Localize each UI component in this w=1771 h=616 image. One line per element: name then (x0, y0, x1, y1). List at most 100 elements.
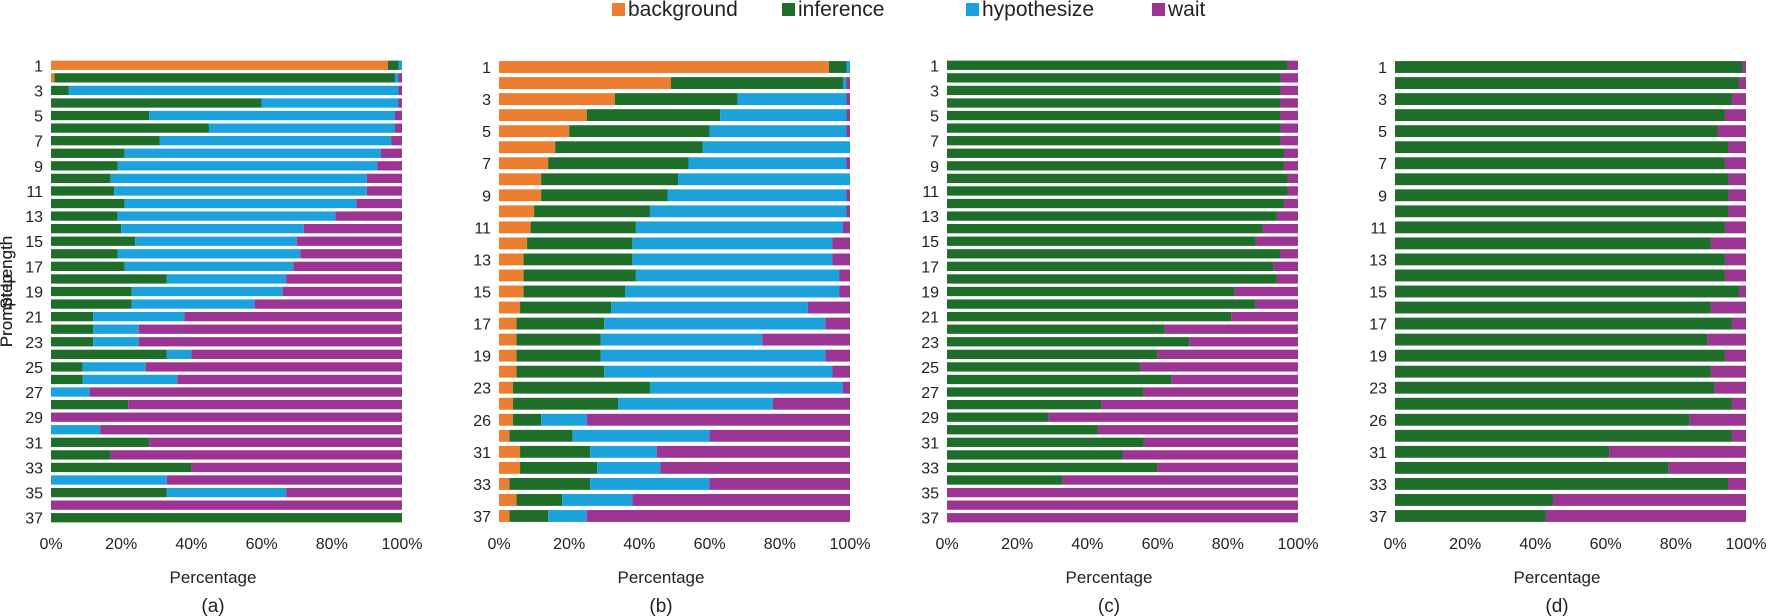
bar-wait-30 (100, 425, 402, 435)
bar-wait-3 (846, 93, 850, 106)
bar-inference-19 (51, 286, 132, 297)
bar-wait-31 (656, 445, 850, 458)
bar-wait-37 (586, 510, 850, 522)
bar-inference-11 (530, 221, 636, 234)
bar-hypothesize-10 (110, 173, 367, 184)
bar-inference-10 (51, 173, 111, 184)
bar-wait-10 (846, 205, 850, 218)
bar-inference-3 (947, 85, 1281, 96)
y-tick-label-11: 11 (474, 220, 491, 237)
bar-background-15 (499, 285, 524, 298)
bar-wait-30 (1097, 425, 1298, 435)
bar-wait-24 (1731, 397, 1746, 410)
y-tick-label-31: 31 (25, 435, 43, 452)
bar-inference-13 (51, 211, 118, 221)
bar-wait-5 (846, 125, 850, 138)
bar-wait-27 (709, 429, 850, 442)
bar-inference-19 (947, 286, 1235, 297)
y-tick-label-3: 3 (482, 92, 491, 109)
bar-wait-12 (356, 198, 402, 209)
bar-wait-4 (846, 109, 850, 122)
y-tick-label-7: 7 (34, 134, 43, 151)
bar-wait-19 (825, 349, 850, 362)
bar-hypothesize-34 (51, 475, 167, 485)
bar-wait-31 (149, 437, 402, 447)
bar-wait-21 (184, 311, 402, 322)
y-tick-label-17: 17 (921, 259, 939, 276)
bar-hypothesize-27 (572, 429, 710, 442)
x-tick-labels: 0% 20% 40% 60% 80% 100% (487, 536, 870, 553)
bar-wait-8 (1728, 173, 1746, 186)
bar-wait-28 (1101, 399, 1298, 410)
y-tick-label-11: 11 (922, 184, 939, 201)
bar-wait-9 (377, 161, 402, 171)
x-tick-label-0: 0% (39, 536, 62, 553)
bar-inference-25 (947, 362, 1141, 372)
bar-inference-12 (51, 198, 125, 209)
y-tick-label-5: 5 (930, 109, 939, 126)
bar-hypothesize-17 (124, 261, 294, 272)
bar-inference-18 (947, 274, 1277, 284)
bar-inference-31 (1395, 445, 1610, 458)
bar-inference-1 (947, 60, 1288, 70)
bar-inference-3 (51, 85, 69, 96)
bar-background-1 (51, 60, 388, 70)
bar-inference-8 (947, 148, 1284, 158)
x-tick-label-1: 20% (1449, 536, 1481, 553)
bar-wait-15 (839, 285, 850, 298)
y-tick-label-5: 5 (482, 124, 491, 141)
bar-hypothesize-1 (398, 60, 402, 70)
bar-background-9 (499, 189, 542, 202)
bar-hypothesize-32 (597, 461, 661, 474)
bar-background-19 (499, 349, 517, 362)
bar-inference-34 (947, 475, 1063, 485)
bar-wait-4 (1724, 109, 1746, 122)
bar-inference-4 (947, 98, 1281, 108)
bar-hypothesize-20 (131, 299, 255, 309)
bar-wait-4 (1280, 98, 1298, 108)
bar-inference-23 (51, 337, 94, 347)
bar-wait-2 (1738, 77, 1746, 89)
bar-wait-23 (138, 337, 402, 347)
y-tick-label-19: 19 (921, 285, 939, 302)
y-tick-label-37: 37 (473, 509, 491, 526)
y-tick-label-9: 9 (482, 188, 491, 205)
y-tick-label-35: 35 (25, 486, 43, 503)
bar-inference-15 (523, 285, 626, 298)
bar-hypothesize-26 (82, 374, 178, 385)
bar-inference-13 (947, 211, 1277, 221)
bar-wait-29 (51, 412, 402, 422)
y-tick-label-29: 29 (25, 410, 43, 427)
bar-hypothesize-8 (124, 148, 381, 158)
y-tick-label-11: 11 (26, 184, 43, 201)
x-tick-label-2: 40% (1071, 536, 1103, 553)
legend-item-wait: wait (1152, 0, 1206, 21)
y-tick-label-23: 23 (473, 381, 491, 398)
y-axis-label: Prompt Length (0, 236, 16, 348)
x-tick-label-5: 100% (1278, 536, 1319, 553)
bar-background-11 (499, 221, 531, 234)
bar-inference-17 (51, 261, 125, 272)
y-tick-label-1: 1 (930, 58, 939, 75)
y-tick-label-13: 13 (25, 209, 43, 226)
bar-inference-27 (1395, 429, 1732, 442)
bar-background-7 (499, 157, 549, 170)
bar-inference-32 (1395, 461, 1669, 474)
bar-wait-26 (177, 374, 402, 385)
bar-wait-26 (1689, 413, 1746, 426)
bar-inference-8 (1395, 173, 1729, 186)
bar-inference-33 (947, 462, 1158, 473)
bar-inference-32 (520, 461, 598, 474)
bar-inference-27 (947, 387, 1144, 397)
bar-wait-15 (1738, 285, 1746, 298)
y-tick-label-3: 3 (34, 83, 43, 100)
bar-inference-33 (51, 462, 192, 473)
x-axis-label: Percentage (618, 568, 705, 587)
bar-hypothesize-1 (846, 61, 850, 73)
bar-wait-16 (1280, 249, 1298, 259)
bar-wait-1 (1287, 60, 1298, 70)
bar-inference-21 (51, 311, 94, 322)
